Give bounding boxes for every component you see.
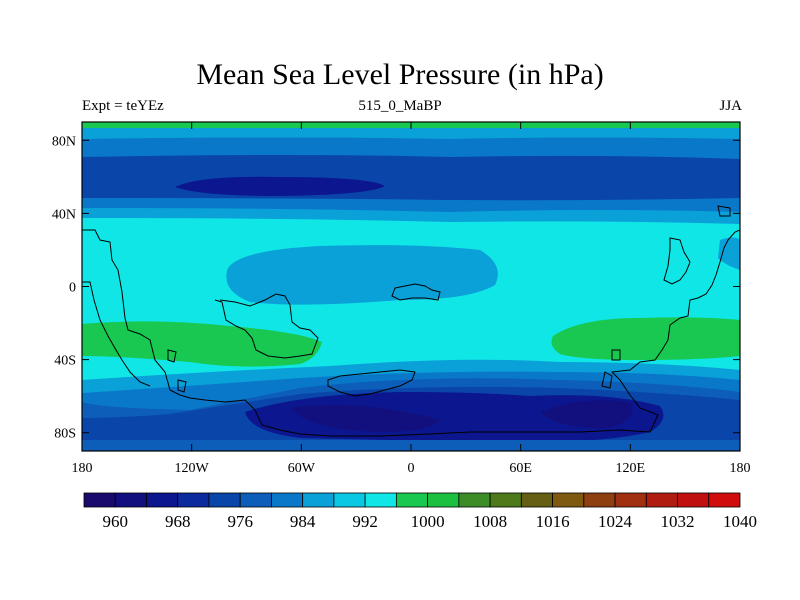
field-sh-high-pacific — [82, 321, 322, 367]
colorbar-swatch — [677, 492, 710, 508]
colorbar-swatch — [114, 492, 147, 508]
colorbar-swatch — [395, 492, 429, 508]
field-south-core-east — [540, 400, 633, 429]
colorbar-swatch — [520, 492, 553, 508]
coastline-west-islands — [167, 349, 187, 393]
x-axis: 180 120W 60W 0 60E 120E 180 — [72, 122, 751, 476]
field-north-band-1 — [82, 128, 740, 140]
colorbar-swatch — [208, 492, 241, 508]
colorbar-swatch — [458, 492, 491, 508]
coastline-north-island — [717, 205, 731, 217]
colorbar-swatch — [271, 492, 304, 508]
coastline-equatorial-island — [391, 283, 441, 301]
x-tick-label: 0 — [408, 461, 415, 476]
colorbar-swatch — [333, 492, 366, 508]
y-axis: 80N 40N 0 40S 80S — [52, 134, 740, 442]
x-tick-label: 120W — [175, 461, 210, 476]
colorbar-swatch — [177, 492, 210, 508]
coastlines — [82, 205, 740, 437]
y-tick-label: 40N — [52, 207, 76, 222]
colorbar-swatch — [83, 492, 116, 508]
field-east-low — [718, 237, 740, 270]
x-tick-label: 60W — [288, 461, 316, 476]
x-tick-label: 60E — [509, 461, 532, 476]
colorbar-swatch — [146, 492, 179, 508]
colorbar-label: 984 — [290, 512, 316, 531]
colorbar-label: 992 — [352, 512, 378, 531]
map-title: Mean Sea Level Pressure (in hPa) — [196, 58, 604, 91]
colorbar-label: 1000 — [411, 512, 445, 531]
y-tick-label: 80S — [54, 427, 76, 442]
colorbar-label: 976 — [227, 512, 253, 531]
field-north-band-4 — [82, 208, 740, 224]
pressure-field — [82, 122, 740, 451]
x-tick-label: 180 — [730, 461, 751, 476]
y-tick-label: 40S — [54, 354, 76, 369]
colorbar-swatch — [302, 492, 335, 508]
colorbar-label: 1032 — [661, 512, 695, 531]
y-tick-label: 80N — [52, 134, 76, 149]
field-south-core-west — [290, 404, 440, 432]
coastline-equatorial-continent — [214, 293, 319, 359]
coastline-small-islands — [601, 349, 621, 389]
colorbar-swatch — [364, 492, 397, 508]
colorbar-swatch — [614, 492, 647, 508]
colorbar-swatch — [708, 492, 741, 508]
field-equatorial-low — [226, 245, 498, 305]
colorbar-swatch — [239, 492, 272, 508]
colorbar-swatch — [489, 492, 522, 508]
age-label: 515_0_MaBP — [358, 98, 442, 114]
experiment-label: Expt = teYEz — [82, 98, 164, 114]
y-tick-label: 0 — [69, 281, 76, 296]
colorbar-label: 1016 — [536, 512, 570, 531]
field-north-core — [175, 176, 385, 196]
colorbar-label: 1008 — [473, 512, 507, 531]
field-north-band-2 — [82, 137, 740, 160]
colorbar-swatch — [552, 492, 585, 508]
coastline-east-island — [663, 237, 691, 285]
colorbar: 960 968 976 984 992 1000 1008 1016 1024 1032 1040 — [83, 492, 757, 531]
season-label: JJA — [719, 98, 742, 114]
coastline-south-block — [327, 369, 416, 397]
field-north-low — [82, 155, 740, 203]
colorbar-label: 1040 — [723, 512, 757, 531]
field-sh-high-indian — [551, 317, 740, 360]
colorbar-label: 1024 — [598, 512, 633, 531]
coastline-west — [82, 281, 151, 387]
x-tick-label: 120E — [616, 461, 646, 476]
colorbar-swatch — [583, 492, 616, 508]
colorbar-label: 960 — [102, 512, 128, 531]
colorbar-swatch — [645, 492, 678, 508]
colorbar-swatch — [427, 492, 460, 508]
colorbar-label: 968 — [165, 512, 191, 531]
x-tick-label: 180 — [72, 461, 93, 476]
coastline-main — [82, 229, 740, 437]
